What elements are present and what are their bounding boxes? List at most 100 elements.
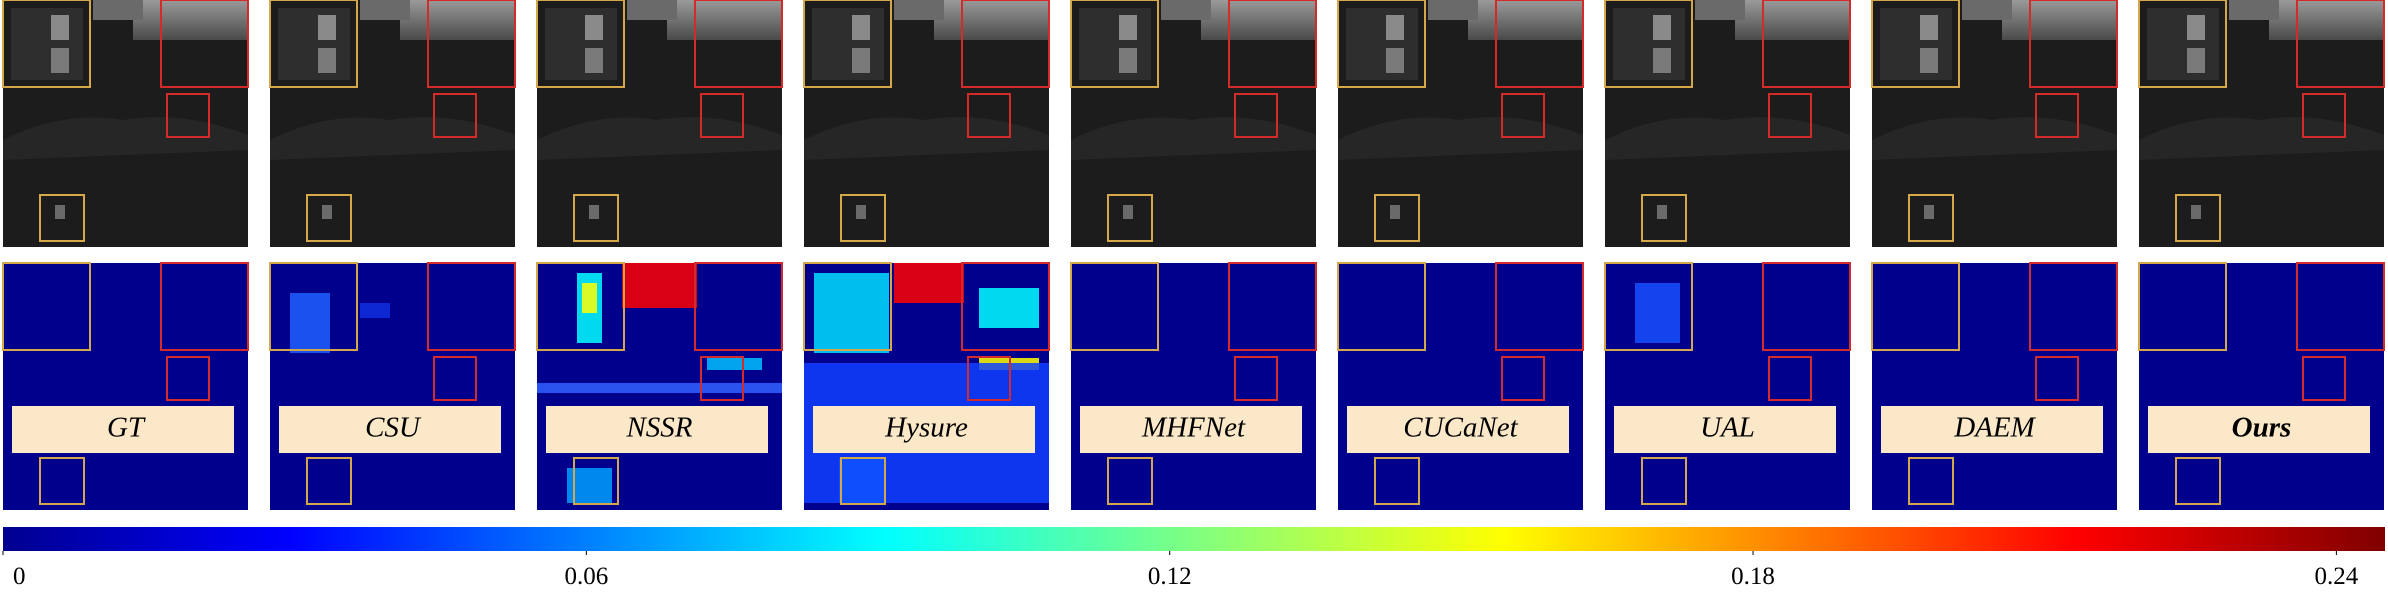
zoom-inset	[694, 262, 783, 351]
sky	[1161, 0, 1211, 20]
zoom-box	[967, 93, 1011, 138]
zoom-box	[840, 457, 886, 505]
error-panel: MHFNet	[1070, 262, 1317, 510]
sky	[894, 0, 944, 20]
zoom-inset	[2138, 262, 2227, 351]
tick-label: 0.18	[1731, 563, 1775, 590]
error-panel: Hysure	[803, 262, 1050, 510]
label-box	[1347, 406, 1569, 453]
zoom-box	[306, 194, 352, 242]
zoom-box	[2302, 93, 2346, 138]
reconstruction-panel	[1604, 0, 1851, 247]
zoom-box	[700, 93, 744, 138]
error-panel: DAEM	[1871, 262, 2118, 510]
method-label: MHFNet	[1141, 412, 1246, 444]
window	[1653, 48, 1671, 73]
inset-detail	[1880, 8, 1952, 80]
zoom-inset	[1762, 0, 1851, 88]
error-map	[1872, 263, 2117, 510]
zoom-box	[1641, 457, 1687, 505]
label-box	[813, 406, 1035, 453]
method-label: CSU	[365, 412, 422, 444]
sky	[1468, 0, 1583, 40]
tick-label: 0.12	[1148, 563, 1192, 590]
window	[1390, 205, 1400, 219]
window	[852, 15, 870, 40]
window	[1920, 15, 1938, 40]
zoom-box	[1374, 194, 1420, 242]
reconstruction-panel	[1337, 0, 1584, 247]
error-patch	[360, 303, 390, 318]
zoom-box	[573, 457, 619, 505]
zoom-box	[2175, 194, 2221, 242]
zoom-inset	[2138, 0, 2227, 88]
window	[1920, 48, 1938, 73]
error-patch	[1635, 283, 1680, 343]
window	[1386, 48, 1404, 73]
sky	[1962, 0, 2012, 20]
zoom-inset	[1337, 0, 1426, 88]
error-patch	[537, 383, 782, 393]
zoom-inset	[961, 262, 1050, 351]
zoom-inset	[160, 0, 249, 88]
zoom-inset	[1070, 0, 1159, 88]
inset-detail	[1079, 8, 1151, 80]
reconstruction-panel	[803, 0, 1050, 247]
error-panel: UAL	[1604, 262, 1851, 510]
sky	[2002, 0, 2117, 40]
reconstruction-panel	[1871, 0, 2118, 247]
zoom-inset	[803, 262, 892, 351]
zoom-inset	[269, 262, 358, 351]
roofline	[1338, 117, 1583, 160]
zoom-box	[1908, 194, 1954, 242]
sky	[133, 0, 248, 40]
reconstruction-panel	[2, 0, 249, 247]
window	[585, 48, 603, 73]
roofline	[1605, 117, 1850, 160]
method-label: DAEM	[1953, 412, 2036, 444]
sky	[934, 0, 1049, 40]
window	[585, 15, 603, 40]
window	[1123, 205, 1133, 219]
error-map	[2139, 263, 2384, 510]
zoom-box	[573, 194, 619, 242]
zoom-inset	[2029, 0, 2118, 88]
label-box	[546, 406, 768, 453]
reconstruction-panel	[269, 0, 516, 247]
error-map	[1338, 263, 1583, 510]
zoom-inset	[536, 0, 625, 88]
zoom-inset	[160, 262, 249, 351]
zoom-box	[166, 356, 210, 401]
window	[318, 15, 336, 40]
zoom-box	[1768, 93, 1812, 138]
sky	[627, 0, 677, 20]
roofline	[804, 117, 1049, 160]
zoom-inset	[1871, 262, 1960, 351]
error-panel: CSU	[269, 262, 516, 510]
window	[2191, 205, 2201, 219]
colorbar	[3, 527, 2385, 551]
error-patch	[979, 288, 1039, 328]
zoom-box	[967, 356, 1011, 401]
zoom-inset	[1604, 262, 1693, 351]
label-box	[12, 406, 234, 453]
window	[51, 48, 69, 73]
method-label: CUCaNet	[1403, 412, 1518, 444]
reconstruction-panel	[536, 0, 783, 247]
roofline	[1872, 117, 2117, 160]
window	[2187, 48, 2205, 73]
sky	[1695, 0, 1745, 20]
window	[2187, 15, 2205, 40]
window	[1119, 48, 1137, 73]
sky	[360, 0, 410, 20]
label-box	[279, 406, 501, 453]
zoom-inset	[2029, 262, 2118, 351]
window	[1119, 15, 1137, 40]
zoom-box	[39, 457, 85, 505]
zoom-inset	[1762, 262, 1851, 351]
zoom-inset	[1337, 262, 1426, 351]
zoom-box	[700, 356, 744, 401]
zoom-box	[39, 194, 85, 242]
window	[1386, 15, 1404, 40]
